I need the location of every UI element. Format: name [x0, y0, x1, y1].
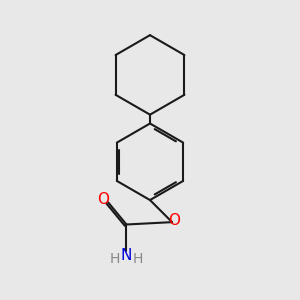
Text: H: H	[110, 252, 120, 266]
Text: N: N	[121, 248, 132, 263]
Text: H: H	[132, 252, 143, 266]
Text: O: O	[168, 213, 180, 228]
Text: O: O	[97, 192, 109, 207]
